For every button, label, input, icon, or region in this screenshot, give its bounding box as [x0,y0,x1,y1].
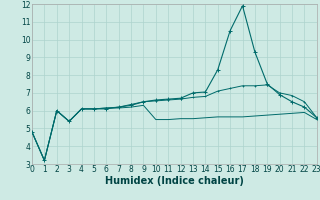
X-axis label: Humidex (Indice chaleur): Humidex (Indice chaleur) [105,176,244,186]
